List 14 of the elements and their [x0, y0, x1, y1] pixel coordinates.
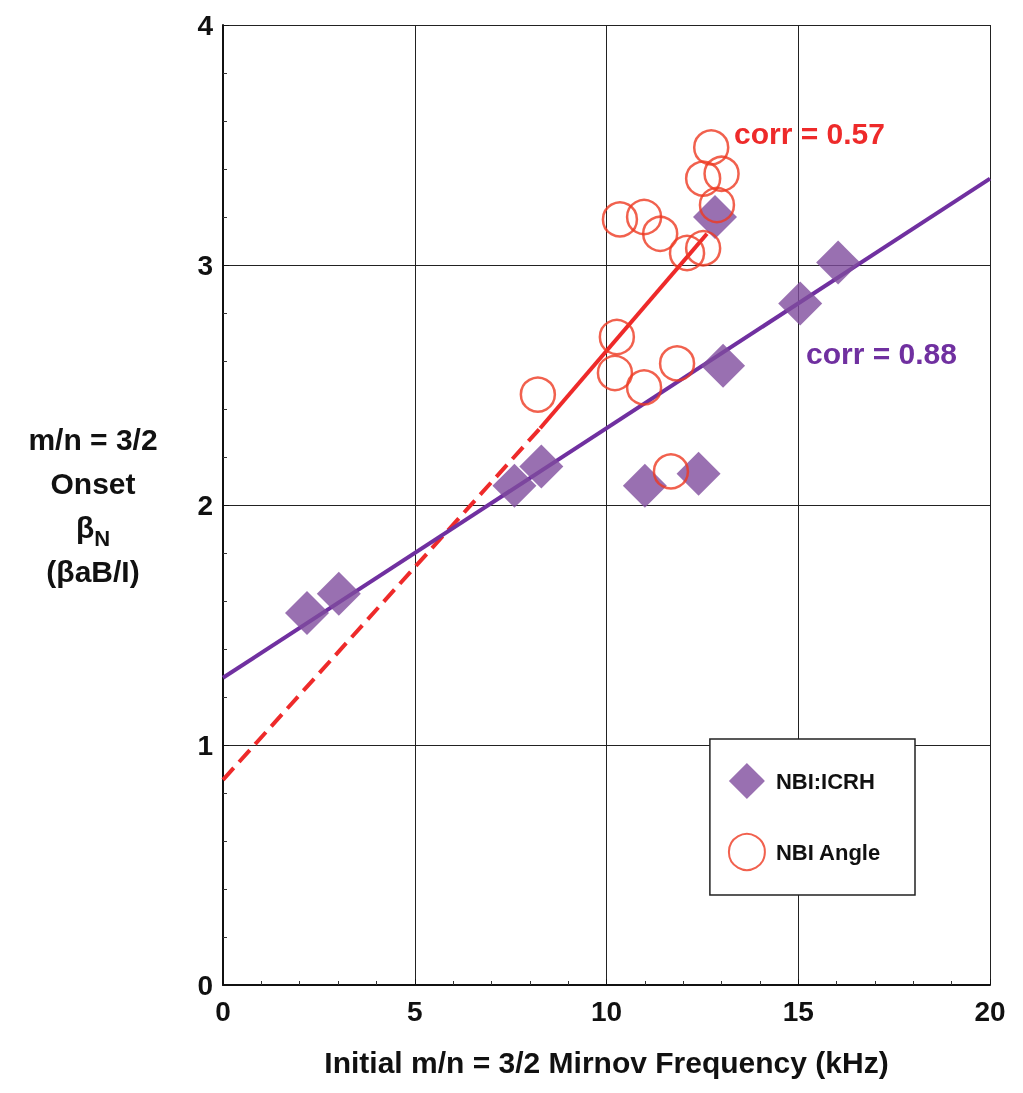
y-tick-label: 0	[197, 969, 213, 1001]
y-tick-label: 1	[197, 729, 213, 761]
y-tick-label: 4	[197, 9, 214, 41]
x-tick-label: 20	[974, 995, 1006, 1027]
legend-label: NBI Angle	[775, 839, 881, 865]
y-tick-label: 2	[197, 489, 213, 521]
y-tick-label: 3	[197, 249, 213, 281]
annotation: corr = 0.57	[734, 116, 885, 150]
x-tick-label: 5	[406, 995, 423, 1027]
x-tick-label: 10	[590, 995, 623, 1027]
legend-label: NBI:ICRH	[775, 768, 875, 794]
x-axis-title: Initial m/n = 3/2 Mirnov Frequency (kHz)	[324, 1045, 889, 1079]
annotation: corr = 0.88	[806, 336, 957, 370]
x-tick-label: 15	[782, 995, 814, 1027]
